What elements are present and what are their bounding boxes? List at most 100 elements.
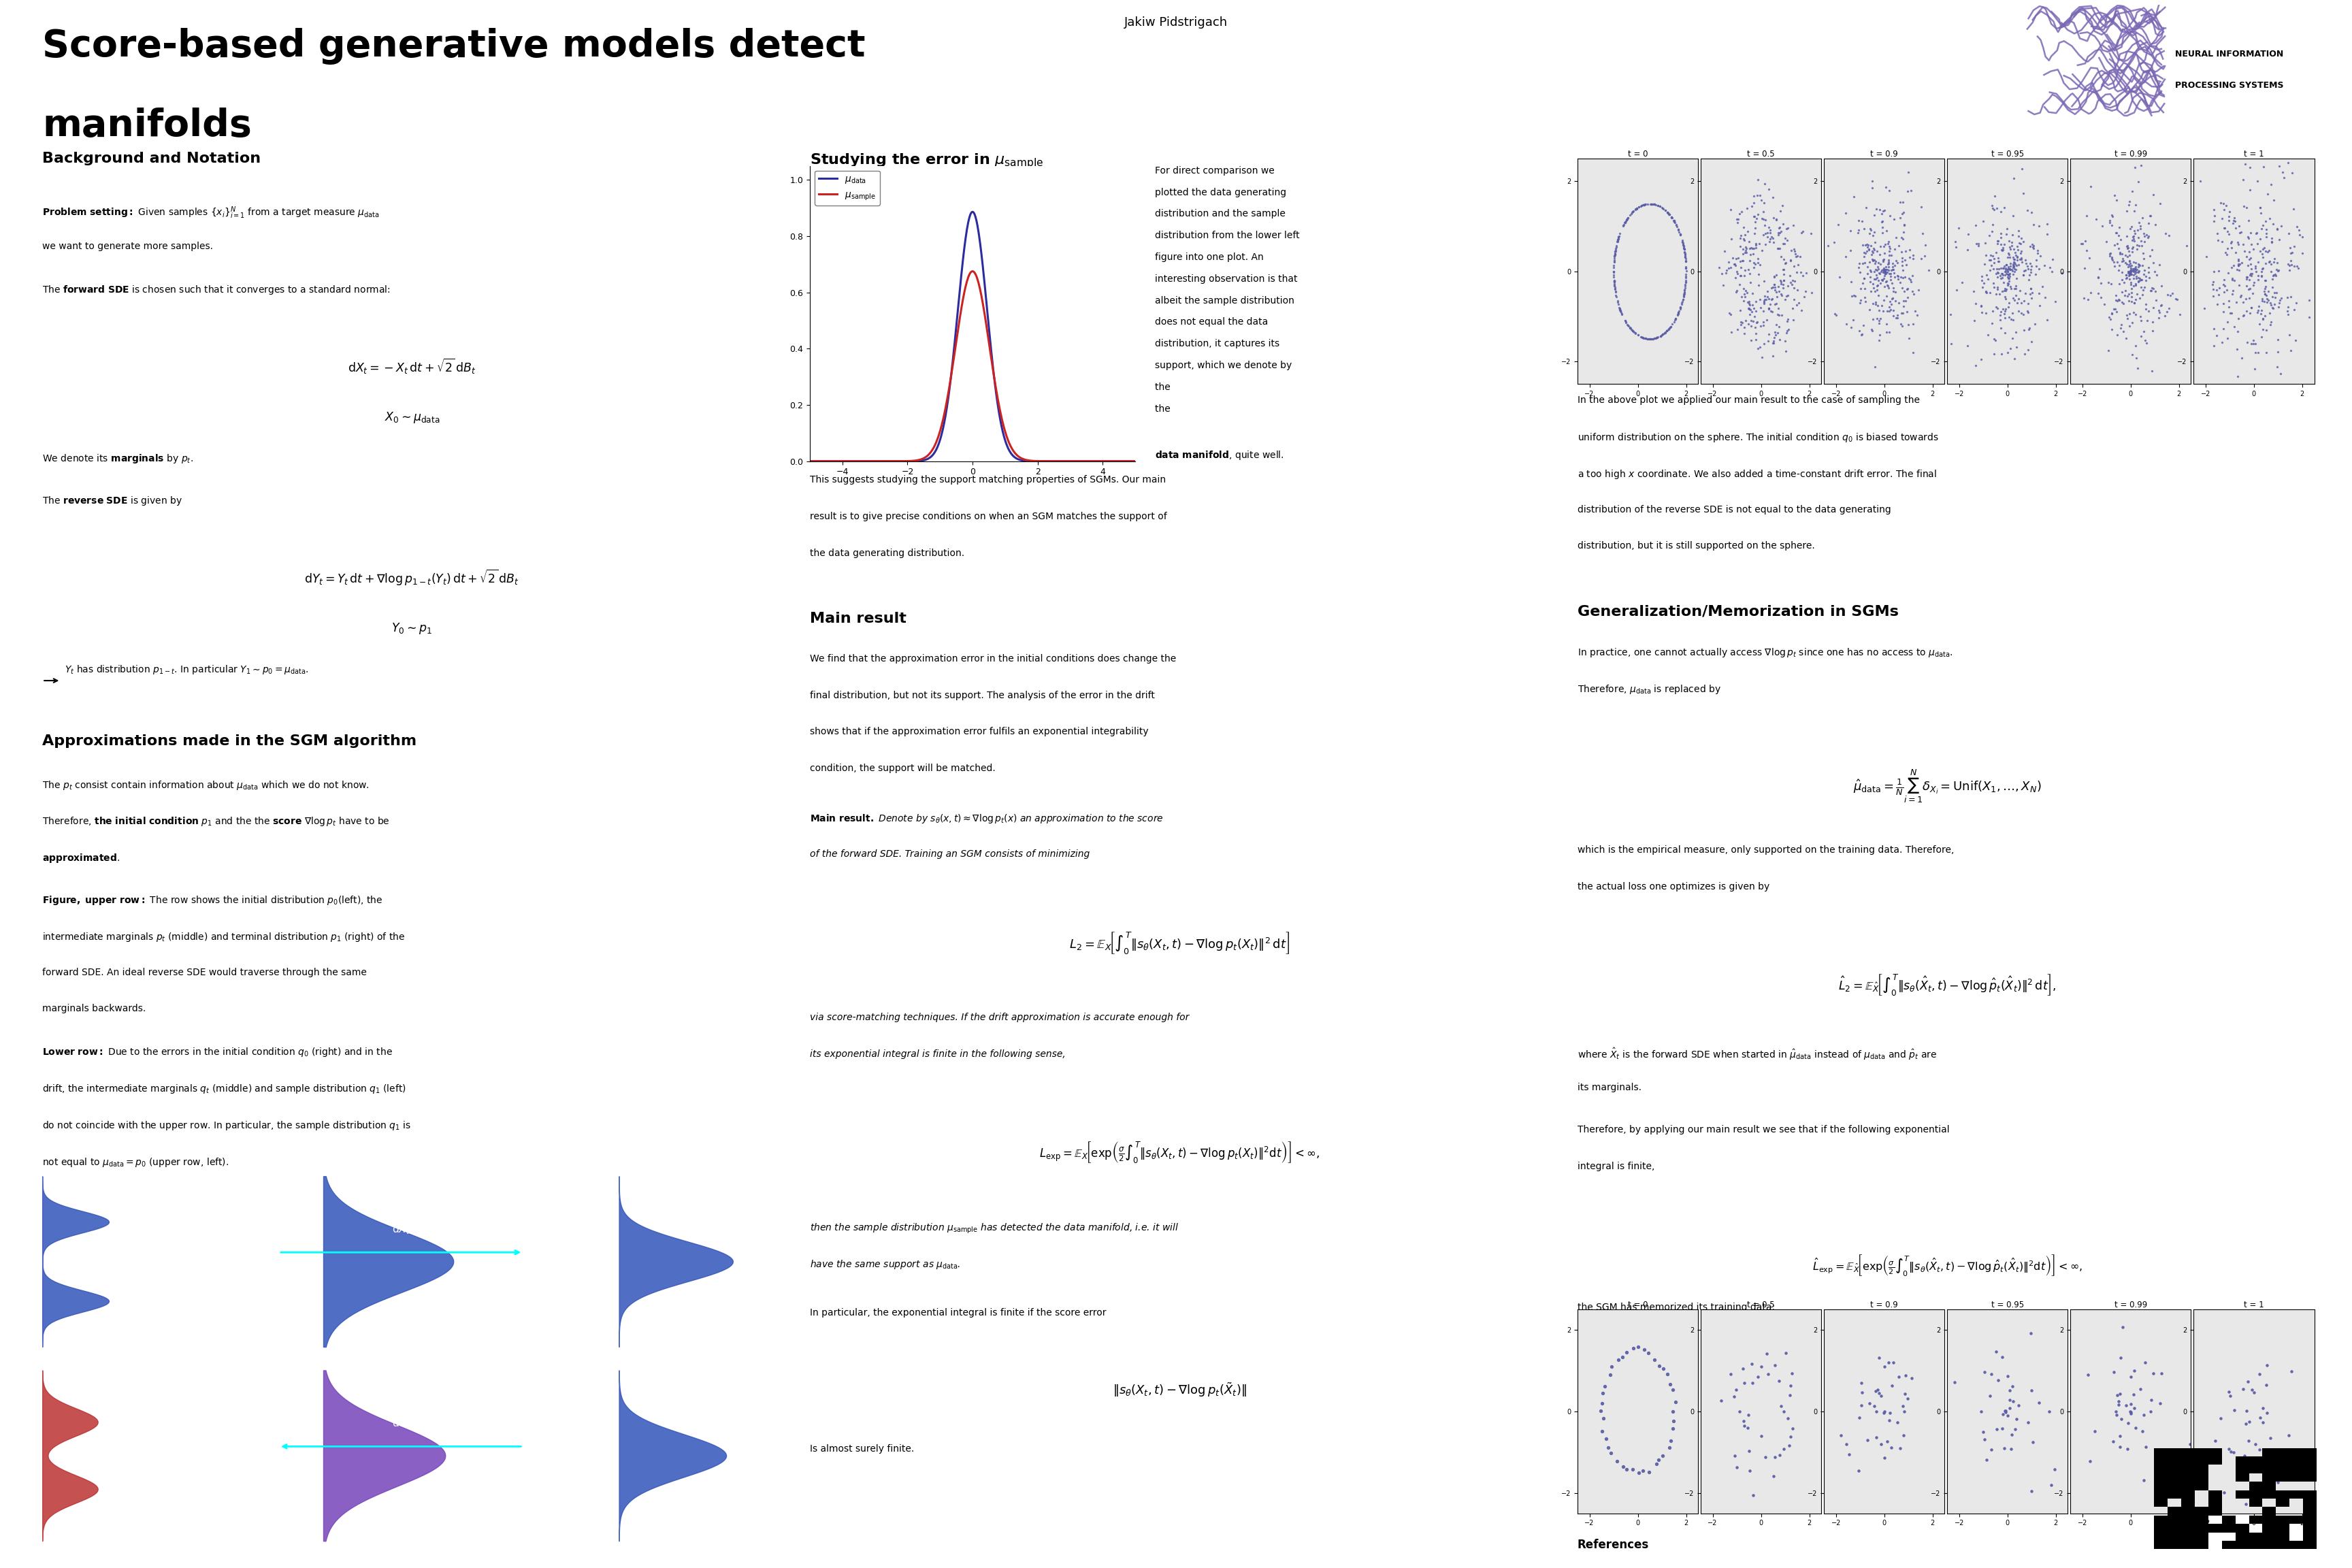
Point bbox=[2114, 299, 2152, 325]
Point bbox=[2114, 273, 2152, 298]
Point bbox=[1602, 296, 1639, 321]
Point bbox=[2272, 235, 2310, 260]
Point bbox=[1863, 234, 1900, 259]
Point bbox=[2112, 257, 2150, 282]
Point bbox=[1860, 323, 1898, 348]
Text: $q_1 = \mu_{\mathrm{sample}}$: $q_1 = \mu_{\mathrm{sample}}$ bbox=[49, 1370, 101, 1380]
Point bbox=[2211, 289, 2249, 314]
Point bbox=[1893, 340, 1931, 365]
Point bbox=[1851, 257, 1889, 282]
Point bbox=[1860, 241, 1898, 267]
Point bbox=[2110, 263, 2147, 289]
Point bbox=[2241, 226, 2279, 251]
Point bbox=[1865, 257, 1903, 282]
Point bbox=[2110, 314, 2147, 339]
Point bbox=[1931, 303, 1969, 328]
Point bbox=[1860, 260, 1898, 285]
Point bbox=[2020, 256, 2058, 281]
Point bbox=[1860, 260, 1898, 285]
Point bbox=[1992, 276, 2030, 301]
Point bbox=[2112, 254, 2150, 279]
Point bbox=[2204, 191, 2241, 216]
Point bbox=[1858, 1425, 1896, 1450]
Point bbox=[2133, 318, 2171, 343]
Point bbox=[2220, 257, 2258, 282]
Point bbox=[2114, 342, 2152, 367]
Point bbox=[2239, 249, 2277, 274]
Point bbox=[1889, 312, 1926, 337]
Point bbox=[1595, 243, 1632, 268]
Point bbox=[2204, 273, 2241, 298]
Point bbox=[1632, 326, 1670, 351]
Point bbox=[1771, 263, 1809, 289]
Title: t = 0.95: t = 0.95 bbox=[1992, 151, 2023, 158]
Point bbox=[2244, 259, 2281, 284]
Point bbox=[2274, 234, 2312, 259]
Point bbox=[1745, 171, 1783, 196]
Point bbox=[2258, 216, 2296, 241]
Point bbox=[1856, 229, 1893, 254]
Point bbox=[1971, 257, 2009, 282]
Bar bbox=[2209, 1490, 2223, 1499]
Point bbox=[1602, 298, 1639, 323]
Point bbox=[1828, 312, 1865, 337]
Text: $p_1$: $p_1$ bbox=[764, 1176, 774, 1185]
Point bbox=[2209, 220, 2246, 245]
Point bbox=[2129, 307, 2166, 332]
Point bbox=[1736, 304, 1773, 329]
Point bbox=[2256, 188, 2293, 213]
Point bbox=[1853, 248, 1891, 273]
Point bbox=[2230, 1410, 2267, 1435]
Bar bbox=[2249, 1465, 2263, 1474]
Point bbox=[2258, 259, 2296, 284]
Point bbox=[1642, 323, 1679, 348]
Point bbox=[2277, 254, 2314, 279]
Point bbox=[1665, 234, 1703, 259]
Point bbox=[1642, 194, 1679, 220]
Text: $\|s_\theta(X_t,t) - \nabla\log p_t(\tilde{X}_t)\|$: $\|s_\theta(X_t,t) - \nabla\log p_t(\til… bbox=[1112, 1381, 1247, 1399]
Point bbox=[1985, 1436, 2023, 1461]
Point bbox=[1997, 1417, 2034, 1443]
Point bbox=[1870, 248, 1907, 273]
Point bbox=[2006, 257, 2044, 282]
Point bbox=[2100, 252, 2138, 278]
Point bbox=[1853, 240, 1891, 265]
Point bbox=[1609, 207, 1646, 232]
Point bbox=[2260, 295, 2298, 320]
Point bbox=[1642, 323, 1679, 348]
Point bbox=[2114, 224, 2152, 249]
Point bbox=[2206, 1480, 2244, 1505]
Bar bbox=[2288, 1447, 2303, 1457]
Point bbox=[2098, 287, 2136, 312]
Point bbox=[2107, 234, 2145, 259]
Point bbox=[1590, 1435, 1628, 1460]
Point bbox=[1997, 320, 2034, 345]
Point bbox=[1992, 245, 2030, 270]
Point bbox=[1865, 259, 1903, 284]
Point bbox=[2122, 307, 2159, 332]
Point bbox=[1740, 334, 1778, 359]
Point bbox=[2093, 246, 2131, 271]
Point bbox=[2002, 246, 2039, 271]
Point bbox=[1846, 249, 1884, 274]
Point bbox=[1606, 210, 1644, 235]
Point bbox=[1665, 282, 1703, 307]
Point bbox=[2237, 256, 2274, 281]
Point bbox=[2253, 1443, 2291, 1468]
Point bbox=[2013, 1378, 2051, 1403]
Point bbox=[1651, 202, 1689, 227]
Point bbox=[2244, 263, 2281, 289]
Point bbox=[2239, 267, 2277, 292]
Point bbox=[1623, 325, 1661, 350]
Point bbox=[1987, 285, 2025, 310]
Point bbox=[1740, 252, 1778, 278]
Point bbox=[2249, 1400, 2286, 1425]
Point bbox=[1726, 240, 1764, 265]
Point bbox=[1889, 1386, 1926, 1411]
Point bbox=[2112, 259, 2150, 284]
Point bbox=[1745, 290, 1783, 315]
Point bbox=[2112, 276, 2150, 301]
Point bbox=[2211, 1383, 2249, 1408]
Text: result is to give precise conditions on when an SGM matches the support of: result is to give precise conditions on … bbox=[809, 511, 1167, 522]
Point bbox=[1653, 1408, 1691, 1433]
